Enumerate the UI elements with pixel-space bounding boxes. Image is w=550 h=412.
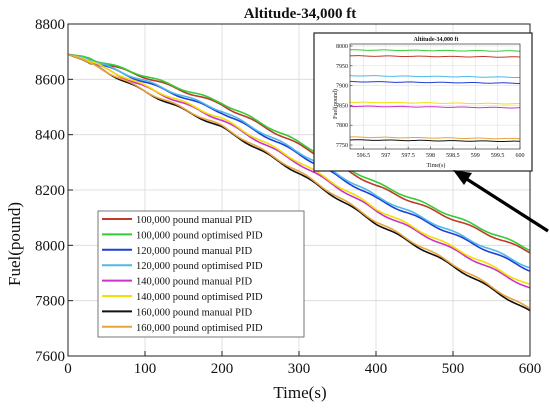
inset-y-tick-label: 7900: [336, 84, 348, 90]
x-tick-label: 600: [519, 361, 542, 377]
y-tick-label: 8200: [35, 183, 65, 199]
inset-y-tick-label: 7750: [336, 143, 348, 149]
inset-series-line: [349, 75, 521, 79]
series-line: [67, 53, 531, 269]
inset-series-group: [349, 49, 521, 143]
inset-grid: [350, 44, 521, 149]
zoom-arrow: [453, 170, 549, 233]
inset-x-tick-label: 599: [471, 153, 480, 159]
x-tick-label: 200: [211, 361, 234, 377]
inset-x-tick-label: 597.5: [401, 153, 415, 159]
inset-series-line: [349, 80, 521, 84]
y-tick-label: 8400: [35, 128, 65, 144]
x-tick-label: 400: [365, 361, 388, 377]
main-series-group: [67, 53, 531, 312]
series-line: [67, 53, 531, 286]
y-axis-label: Fuel(pound): [5, 202, 24, 286]
legend-box: [97, 210, 305, 338]
inset-series-line: [349, 101, 521, 105]
series-line: [67, 53, 531, 252]
legend-label: 160,000 pound optimised PID: [136, 323, 263, 334]
main-tick-labels: 0 100 200 300 400 500 600 7600 7800 8000 8200 8400 8…: [35, 17, 541, 377]
legend-label: 100,000 pound manual PID: [136, 215, 252, 226]
legend-label: 100,000 pound optimised PID: [136, 230, 263, 241]
zoom-arrow-shaft: [461, 174, 549, 233]
x-tick-label: 500: [442, 361, 465, 377]
legend: 100,000 pound manual PID 100,000 pound op…: [97, 210, 305, 338]
x-axis-label: Time(s): [273, 383, 326, 402]
series-line: [67, 53, 531, 310]
legend-label: 140,000 pound manual PID: [136, 277, 252, 288]
inset-x-tick-label: 598.5: [446, 153, 460, 159]
inset-y-tick-label: 7850: [336, 103, 348, 109]
inset-x-tick-label: 597: [381, 153, 390, 159]
zoom-arrow-head: [453, 170, 472, 185]
legend-label: 120,000 pound manual PID: [136, 246, 252, 257]
inset-x-tick-label: 596.5: [357, 153, 371, 159]
inset-series-line: [349, 139, 521, 143]
inset-y-tick-label: 7950: [336, 64, 348, 70]
inset-series-line: [349, 136, 521, 140]
inset-y-tick-label: 7800: [336, 123, 348, 129]
inset-tick-labels: 596.5 597 597.5 598 598.5 599 599.5 600 7750 7800…: [336, 44, 525, 159]
inset-y-tick-label: 8000: [336, 44, 348, 50]
legend-label: 160,000 pound manual PID: [136, 307, 252, 318]
inset-y-axis-label: Fuel(pound): [332, 89, 339, 119]
inset-x-axis-label: Time(s): [427, 162, 446, 169]
inset-x-tick-label: 598: [426, 153, 435, 159]
inset-series-line: [349, 49, 521, 52]
inset-title: Altitude-34,000 ft: [414, 37, 459, 43]
y-tick-label: 8600: [35, 72, 65, 88]
series-line: [67, 53, 531, 254]
inset-x-tick-label: 600: [516, 153, 525, 159]
y-tick-label: 8800: [35, 17, 65, 33]
legend-label: 140,000 pound optimised PID: [136, 292, 263, 303]
y-tick-label: 7600: [35, 349, 65, 365]
y-tick-label: 8000: [35, 238, 65, 254]
x-tick-label: 100: [134, 361, 157, 377]
inset-axes: [349, 43, 521, 150]
x-tick-label: 300: [288, 361, 311, 377]
inset-background: [313, 32, 533, 172]
legend-label: 120,000 pound optimised PID: [136, 261, 263, 272]
inset-plot-frame: [349, 43, 521, 150]
series-line: [67, 53, 531, 289]
legend-items: 100,000 pound manual PID 100,000 pound op…: [102, 215, 263, 334]
x-tick-label: 0: [64, 361, 72, 377]
inset-x-tick-label: 599.5: [491, 153, 505, 159]
inset-zoom-chart: Altitude-34,000 ft Fuel(pound) Time(s) 5…: [313, 32, 533, 172]
y-tick-label: 7800: [35, 294, 65, 310]
series-line: [67, 53, 531, 272]
inset-series-line: [349, 105, 521, 109]
inset-series-line: [349, 55, 521, 58]
chart-title: Altitude-34,000 ft: [244, 6, 357, 22]
